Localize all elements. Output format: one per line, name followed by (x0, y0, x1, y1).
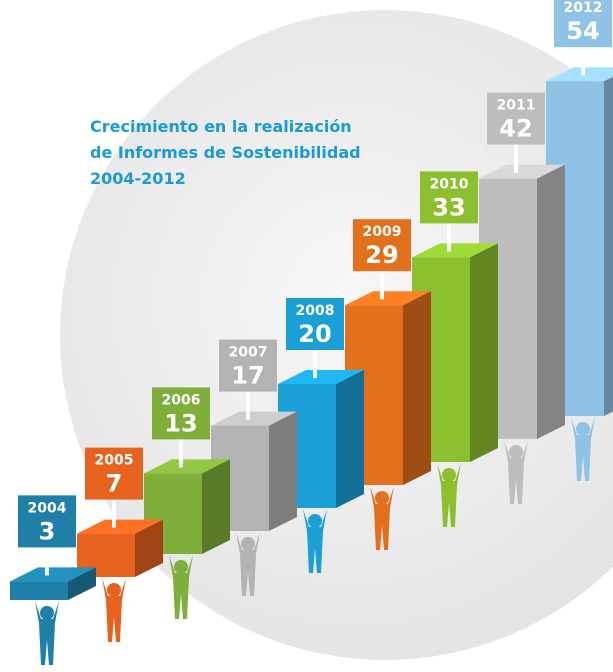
figure-head (308, 514, 322, 528)
category-label: 2007 (229, 345, 268, 361)
sign-pole (514, 143, 518, 173)
category-label: 2010 (430, 176, 469, 192)
value-label: 29 (365, 241, 398, 269)
figure-head (576, 422, 590, 436)
chart-title: 2004-2012 (90, 169, 186, 188)
bar-side (202, 459, 230, 554)
bar-side (604, 67, 613, 416)
sign-pole (447, 221, 451, 251)
bar-side (470, 243, 498, 462)
bar-side (269, 412, 297, 531)
sign-pole (179, 437, 183, 467)
figure-head (241, 537, 255, 551)
sign-pole (45, 545, 49, 575)
figure-head (442, 468, 456, 482)
category-label: 2008 (296, 303, 335, 319)
figure-head (107, 583, 121, 597)
category-label: 2004 (28, 500, 67, 516)
value-label: 17 (231, 362, 264, 390)
chart-title: Crecimiento en la realización (90, 117, 352, 136)
value-label: 3 (39, 517, 56, 545)
value-label: 7 (106, 470, 123, 498)
sign-pole (313, 348, 317, 378)
category-label: 2006 (162, 392, 201, 408)
value-label: 54 (566, 17, 599, 45)
value-label: 20 (298, 320, 331, 348)
category-label: 2012 (564, 0, 603, 16)
value-label: 13 (164, 409, 197, 437)
bar-side (403, 291, 431, 485)
category-label: 2011 (497, 98, 536, 114)
bar (10, 581, 68, 600)
chart: Crecimiento en la realización de Informe… (0, 0, 613, 672)
figure-head (509, 445, 523, 459)
category-label: 2005 (95, 453, 134, 469)
bar-side (336, 370, 364, 508)
value-label: 42 (499, 115, 532, 143)
chart-title: de Informes de Sostenibilidad (90, 143, 361, 162)
sign-pole (112, 498, 116, 528)
sign-pole (581, 45, 585, 75)
sign-pole (380, 269, 384, 299)
value-label: 33 (432, 193, 465, 221)
category-label: 2009 (363, 224, 402, 240)
figure-head (40, 606, 54, 620)
figure-head (174, 560, 188, 574)
sign-pole (246, 390, 250, 420)
bar-side (537, 165, 565, 439)
figure-head (375, 491, 389, 505)
